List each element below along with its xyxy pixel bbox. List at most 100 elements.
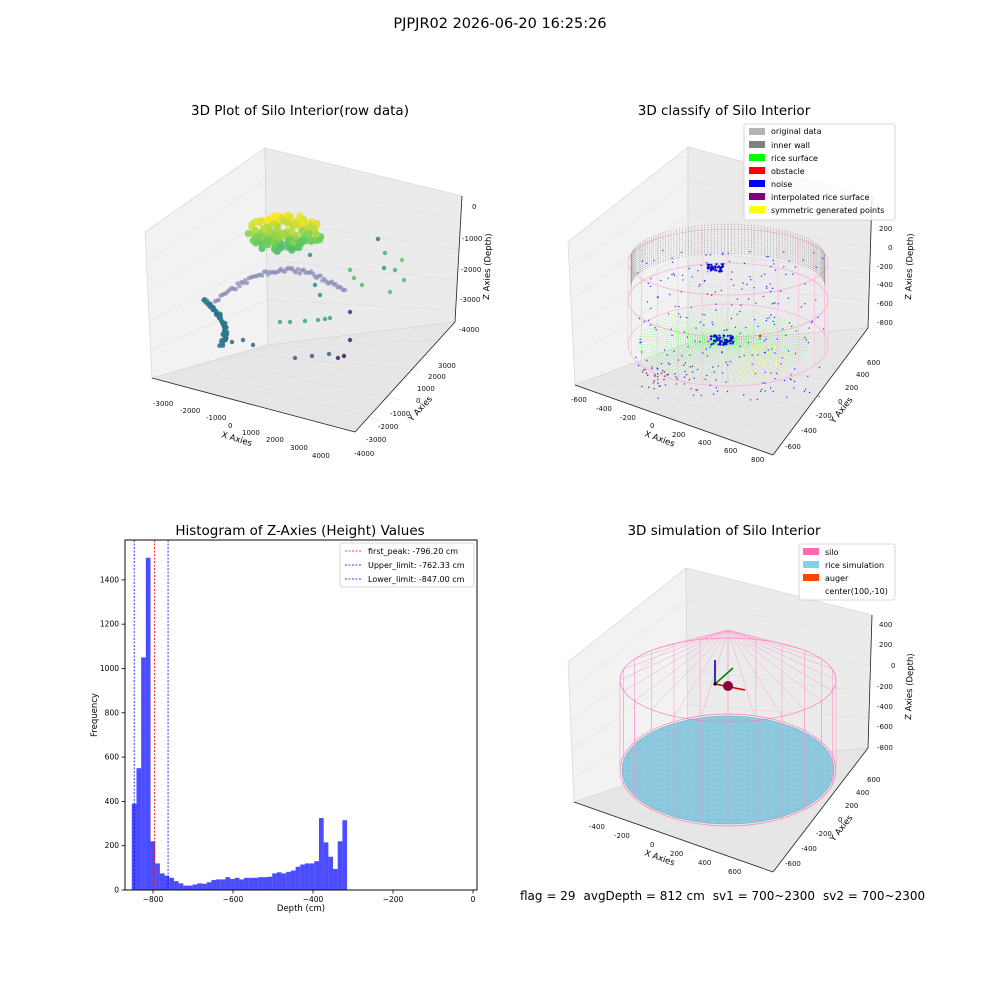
noise-point: [811, 320, 814, 322]
symmetric-point: [752, 363, 755, 366]
classify-xtick: 800: [751, 456, 764, 464]
noise-point: [759, 338, 761, 340]
legend-swatch-rice-surface: [749, 154, 765, 161]
noise-point: [647, 282, 649, 285]
histogram-ytick-label: 0: [114, 886, 119, 895]
silo-roof-rib: [727, 629, 822, 702]
symmetric-point: [774, 361, 777, 364]
symmetric-point: [767, 353, 770, 356]
noise-point: [669, 363, 671, 366]
noise-point: [743, 394, 745, 396]
avg-depth-text: avgDepth = 812 cm: [583, 889, 705, 903]
raw-point-cloud: [201, 211, 407, 361]
interp-point: [657, 373, 659, 375]
raw-xtick: 4000: [312, 452, 330, 460]
histogram-bar: [248, 877, 254, 890]
rice-ray: [721, 312, 767, 341]
classify-ztick: -400: [877, 281, 893, 289]
legend-label-rice-surface: rice surface: [771, 154, 818, 163]
classify-ytick: 200: [845, 384, 858, 392]
noise-point: [800, 306, 803, 308]
silo-roof-rib: [727, 629, 822, 660]
noise-point: [715, 263, 718, 266]
histogram-bar: [164, 875, 170, 890]
rice-ray: [715, 339, 723, 383]
noise-point: [711, 294, 713, 296]
noise-point: [762, 295, 765, 298]
raw-xtick: 3000: [290, 444, 308, 452]
interp-point: [664, 384, 667, 386]
histogram-bar: [131, 803, 137, 890]
noise-point: [670, 328, 672, 330]
rice-ray: [677, 312, 723, 341]
raw-point: [327, 315, 333, 321]
noise-point: [693, 377, 695, 379]
histogram-bar: [155, 863, 160, 890]
raw-point: [252, 233, 260, 241]
rice-ray: [646, 339, 723, 363]
noise-point: [764, 371, 766, 374]
symmetric-point: [754, 369, 757, 372]
raw-point: [309, 224, 317, 232]
raw-ztick: -2000: [461, 266, 481, 274]
noise-point: [716, 390, 719, 392]
histogram-bar: [342, 820, 348, 890]
silo-roof-rib: [699, 629, 729, 640]
noise-point: [739, 345, 741, 348]
legend-label-center: center(100,-10): [825, 587, 888, 596]
noise-point: [789, 378, 791, 380]
noise-point: [641, 260, 644, 262]
noise-point: [771, 303, 773, 305]
noise-point: [792, 273, 794, 275]
noise-point: [766, 317, 768, 320]
histogram-bar: [258, 877, 263, 890]
noise-point: [731, 342, 734, 345]
rice-ray: [721, 339, 803, 357]
rice-ray: [721, 339, 783, 373]
noise-point: [637, 272, 639, 274]
noise-point: [777, 303, 779, 305]
symmetric-point: [743, 368, 746, 370]
noise-point: [646, 301, 649, 303]
noise-point: [649, 285, 652, 288]
histogram-bar: [211, 880, 217, 890]
legend-label-noise: noise: [771, 180, 792, 189]
silo-roof-rib: [634, 629, 729, 702]
rice-ray: [661, 317, 723, 341]
noise-point: [822, 257, 824, 260]
raw-point: [298, 227, 306, 235]
raw-point: [287, 319, 293, 325]
symmetric-point: [761, 360, 764, 363]
noise-point: [770, 314, 772, 316]
histogram-xtick-label: −200: [383, 895, 404, 904]
histogram-bar: [178, 883, 184, 890]
histogram-bar: [145, 557, 151, 890]
silo-roof-rib: [673, 629, 729, 644]
legend-label-obstacle: obstacle: [771, 167, 805, 176]
sim-ytick: -200: [816, 830, 832, 838]
symmetric-point: [774, 345, 777, 348]
symmetric-point: [791, 351, 793, 353]
histogram-ytick-label: 600: [105, 753, 120, 762]
noise-point: [720, 270, 723, 273]
histogram-bar: [202, 883, 207, 890]
noise-point: [785, 334, 787, 336]
noise-point: [657, 378, 659, 381]
noise-point: [706, 374, 708, 377]
interp-point: [689, 366, 692, 368]
noise-point: [791, 325, 793, 328]
noise-point: [721, 265, 725, 268]
noise-point: [707, 263, 710, 266]
noise-point: [715, 387, 717, 389]
classify-plot-title: 3D classify of Silo Interior: [637, 103, 811, 119]
noise-point: [810, 322, 813, 324]
classify-xtick: -200: [620, 414, 636, 422]
sim-xtick: 400: [698, 859, 711, 867]
rice-ray: [721, 327, 798, 341]
noise-point: [642, 369, 645, 371]
noise-point: [721, 372, 724, 374]
noise-point: [728, 339, 731, 342]
noise-point: [765, 256, 768, 258]
noise-point: [706, 271, 709, 273]
status-footer: flag = 29 avgDepth = 812 cm sv1 = 700~2300…: [520, 889, 933, 903]
